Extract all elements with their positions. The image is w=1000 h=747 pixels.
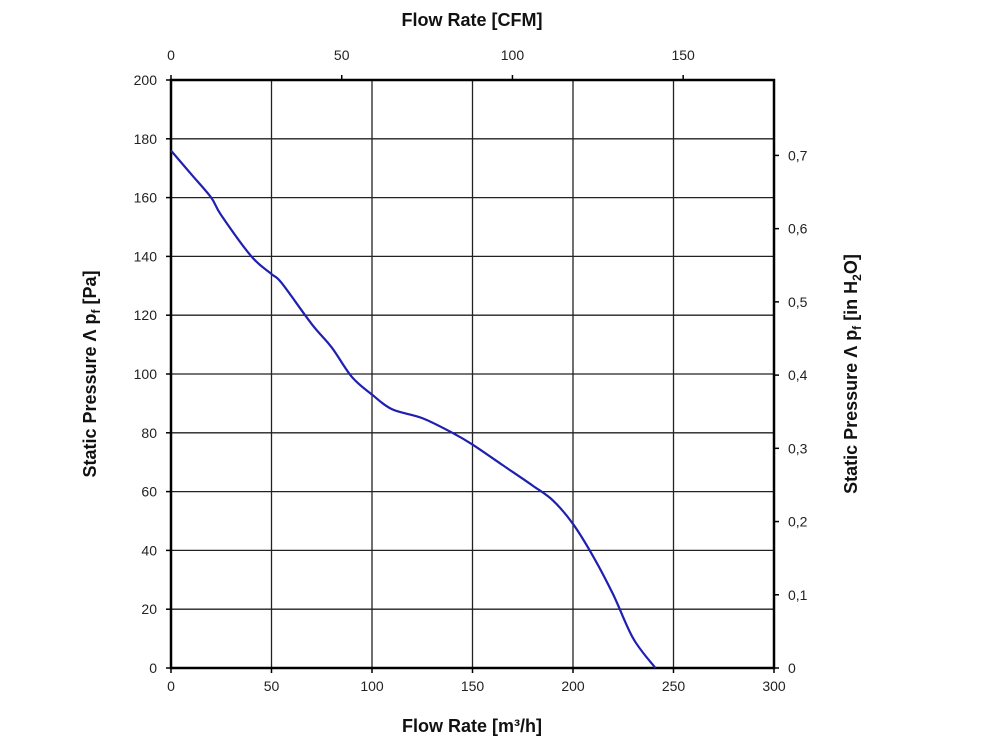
x2-tick-label: 100 [501,47,525,63]
grid [169,78,776,670]
y-tick-label: 160 [134,190,158,206]
y-tick-label: 20 [141,601,157,617]
series-line-fan-curve [170,149,657,669]
y2-tick-label: 0,3 [788,440,808,456]
x-tick-label: 250 [662,678,686,694]
y-tick-label: 120 [134,307,158,323]
x-tick-label: 100 [360,678,384,694]
y-tick-label: 40 [141,542,157,558]
x-tick-label: 50 [264,678,280,694]
x-tick-label: 150 [461,678,485,694]
y2-tick-label: 0,7 [788,147,808,163]
y-tick-label: 100 [134,366,158,382]
x2-tick-label: 50 [334,47,350,63]
y-axis-title: Static Pressure Λ pf [Pa] [80,270,103,477]
y2-tick-label: 0,4 [788,367,808,383]
y2-axis-title: Static Pressure Λ pf [in H2O] [841,254,864,494]
y-tick-label: 80 [141,425,157,441]
x-tick-label: 0 [167,678,175,694]
x2-tick-label: 150 [671,47,695,63]
y-tick-label: 0 [149,660,157,676]
x-tick-label: 200 [561,678,585,694]
y2-tick-label: 0,5 [788,294,808,310]
x-tick-label: 300 [762,678,786,694]
y-tick-label: 200 [134,72,158,88]
y2-tick-label: 0 [788,660,796,676]
y-tick-label: 140 [134,248,158,264]
y2-tick-label: 0,1 [788,587,808,603]
y2-tick-label: 0,6 [788,221,808,237]
ticks: 0 50 100 150 200 250 3000204060801001201401601… [134,47,808,694]
x2-tick-label: 0 [167,47,175,63]
y-tick-label: 60 [141,484,157,500]
x2-axis-title: Flow Rate [CFM] [402,10,543,30]
y2-tick-label: 0,2 [788,514,808,530]
y-tick-label: 180 [134,131,158,147]
x-axis-title: Flow Rate [m³/h] [402,716,542,736]
